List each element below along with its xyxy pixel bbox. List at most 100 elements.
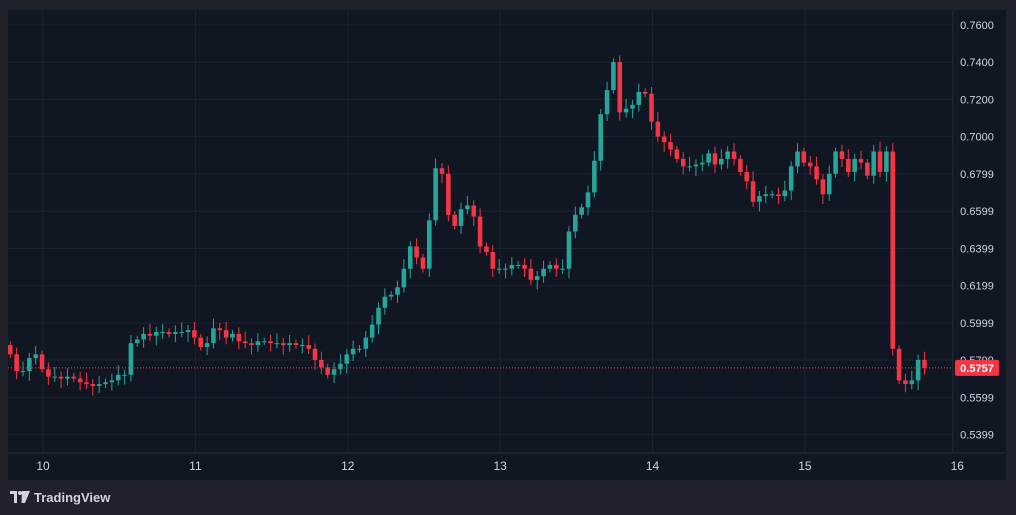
candle-body — [471, 205, 477, 217]
candle-body — [484, 246, 489, 252]
candle-body — [604, 90, 610, 115]
candle-body — [553, 265, 559, 269]
candle-body — [420, 257, 426, 269]
candle-body — [865, 162, 870, 176]
candle-body — [598, 114, 603, 161]
time-tick-label: 11 — [189, 459, 202, 473]
candle-body — [706, 153, 711, 163]
candle-body — [268, 341, 273, 344]
time-axis[interactable]: 10 11 12 13 14 15 16 — [8, 452, 1006, 473]
candle-body — [312, 348, 318, 360]
brand-name: TradingView — [34, 489, 111, 505]
candle-body — [579, 207, 584, 215]
candle-body — [877, 151, 883, 172]
tradingview-logo[interactable]: TradingView — [10, 488, 110, 506]
candle-body — [623, 108, 629, 113]
candle-body — [122, 374, 127, 376]
candle-body — [573, 214, 578, 232]
candle-body — [452, 214, 457, 226]
candle-body — [128, 343, 134, 375]
candle-body — [369, 324, 375, 338]
candle-body — [725, 151, 730, 159]
price-tick-label: 0.7400 — [960, 57, 994, 69]
price-tick-label: 0.7600 — [960, 20, 994, 32]
candle-body — [300, 345, 305, 347]
candle-body — [515, 265, 521, 267]
candle-body — [84, 382, 89, 385]
candle-body — [750, 181, 756, 202]
candle-body — [52, 376, 58, 378]
candle-body — [376, 307, 381, 325]
candle-body — [858, 158, 864, 163]
candle-body — [287, 343, 292, 346]
candle-body — [39, 354, 45, 370]
candle-body — [204, 343, 210, 347]
candle-body — [731, 151, 737, 159]
candle-body — [896, 348, 902, 381]
candle-body — [833, 151, 838, 174]
price-axis[interactable]: 0.7600 0.7400 0.7200 0.7000 0.6799 0.6599 0.63… — [952, 10, 999, 453]
price-tick-label: 0.5999 — [960, 318, 994, 330]
candle-body — [192, 330, 197, 338]
candle-body — [496, 268, 502, 270]
candle-body — [58, 376, 64, 379]
price-tick-label: 0.5599 — [960, 392, 994, 404]
candle-body — [395, 287, 400, 295]
candle-body — [350, 348, 356, 355]
candle-body — [134, 339, 140, 344]
candle-body — [668, 142, 673, 150]
candle-body — [185, 330, 191, 333]
candle-body — [154, 332, 159, 336]
candle-body — [693, 164, 699, 167]
candles — [8, 55, 927, 396]
candle-body — [293, 343, 299, 346]
candle-body — [687, 166, 692, 168]
candle-body — [103, 382, 108, 385]
candle-body — [636, 91, 642, 105]
candle-body — [20, 371, 26, 373]
candle-body — [477, 216, 483, 247]
candle-body — [820, 179, 826, 195]
candle-body — [427, 220, 432, 269]
candle-body — [46, 369, 51, 377]
candle-body — [890, 151, 896, 349]
candle-body — [884, 151, 889, 172]
candle-body — [363, 337, 369, 349]
candle-body — [699, 162, 705, 165]
candle-body — [826, 173, 832, 195]
candle-body — [807, 162, 813, 167]
candle-body — [179, 332, 184, 334]
candle-body — [871, 151, 876, 176]
price-tick-label: 0.5399 — [960, 430, 994, 442]
candle-body — [674, 149, 680, 159]
candle-body — [782, 190, 788, 197]
candle-body — [846, 158, 851, 172]
candle-body — [839, 151, 845, 159]
last-price-label: 0.5757 — [960, 363, 994, 375]
candle-body — [592, 160, 597, 193]
time-tick-label: 12 — [341, 459, 355, 473]
candle-body — [757, 196, 762, 202]
candle-body — [433, 168, 438, 221]
candle-body — [585, 192, 591, 208]
candle-body — [712, 153, 718, 165]
candle-body — [617, 62, 623, 113]
candle-body — [306, 345, 311, 349]
candle-body — [465, 205, 470, 210]
candle-body — [173, 332, 178, 334]
time-tick-label: 16 — [951, 459, 965, 473]
candlestick-chart[interactable]: 0.7600 0.7400 0.7200 0.7000 0.6799 0.6599 0.63… — [8, 10, 1006, 480]
candle-body — [903, 380, 908, 385]
chart-area[interactable]: 0.7600 0.7400 0.7200 0.7000 0.6799 0.6599 0.63… — [8, 10, 1006, 480]
candle-body — [325, 367, 331, 375]
time-tick-label: 14 — [646, 459, 660, 473]
candle-body — [331, 369, 337, 375]
chart-background — [8, 10, 1006, 480]
candle-body — [534, 276, 540, 280]
candle-body — [680, 158, 686, 167]
candle-body — [230, 333, 235, 338]
candle-body — [547, 265, 553, 269]
candle-body — [661, 136, 667, 143]
candle-body — [280, 343, 286, 346]
candle-body — [509, 265, 515, 269]
